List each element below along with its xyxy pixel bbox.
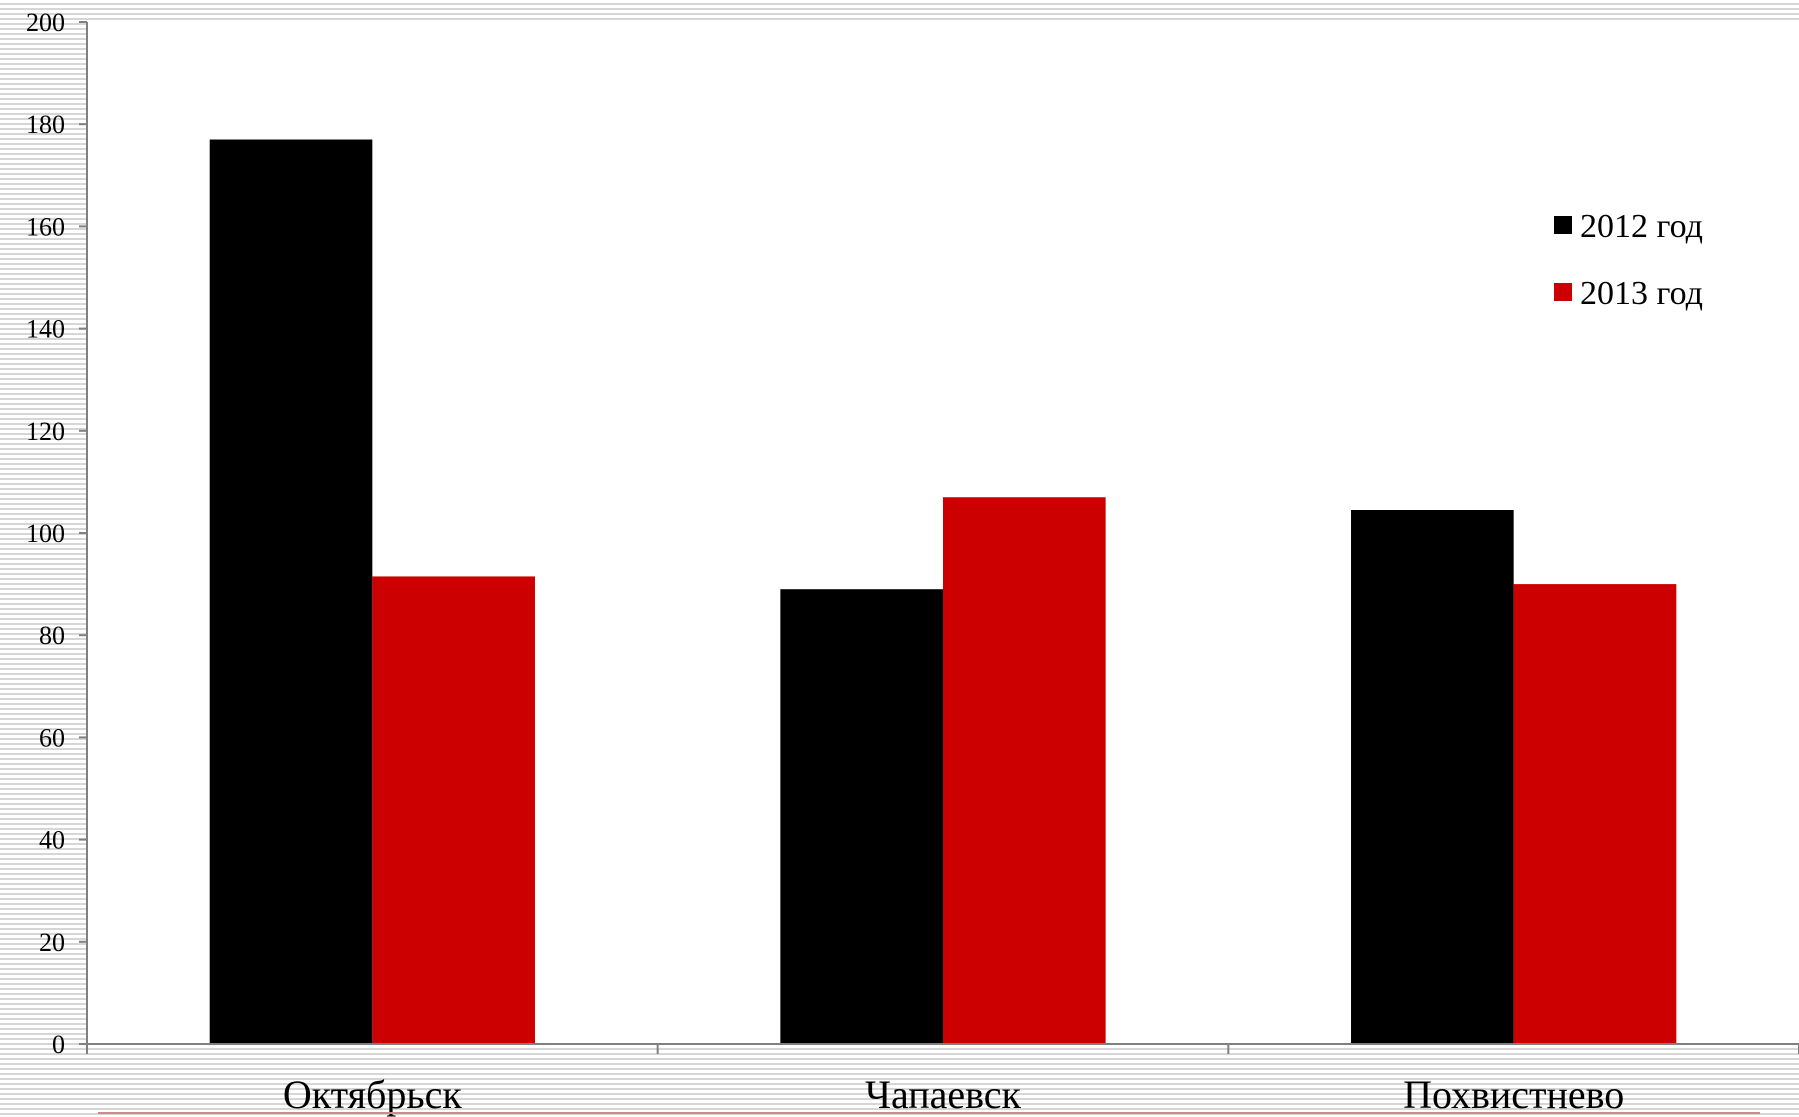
y-tick-label: 120 [26, 417, 65, 446]
legend-swatch [1554, 283, 1572, 301]
y-tick-label: 140 [26, 315, 65, 344]
y-tick-label: 60 [39, 723, 65, 752]
bar-2-1 [372, 576, 535, 1044]
legend-label: 2012 год [1580, 208, 1703, 245]
legend: 2012 год 2013 год [1554, 208, 1703, 312]
bar-1-1 [209, 139, 373, 1044]
bars-layer [209, 139, 1677, 1045]
bar-2-3 [1513, 584, 1677, 1044]
y-tick-label: 0 [52, 1030, 65, 1059]
y-tick-label: 100 [26, 519, 65, 548]
x-axis: Октябрьск Чапаевск Похвистнево [86, 1044, 1799, 1117]
y-tick-label: 180 [26, 110, 65, 139]
bar-1-3 [1351, 510, 1514, 1044]
y-tick-label: 200 [26, 8, 65, 37]
legend-label: 2013 год [1580, 275, 1703, 312]
footer-divider [98, 1112, 1760, 1114]
legend-swatch [1554, 216, 1572, 234]
x-category-label: Похвистнево [1403, 1072, 1624, 1117]
bar-1-2 [780, 589, 943, 1044]
y-tick-label: 20 [39, 928, 65, 957]
bar-2-2 [943, 497, 1106, 1045]
y-tick-label: 160 [26, 212, 65, 241]
x-category-label: Октябрьск [283, 1072, 462, 1117]
y-axis: 0 20 40 60 80 100 120 140 160 180 200 [26, 8, 87, 1059]
y-tick-label: 40 [39, 826, 65, 855]
x-category-label: Чапаевск [865, 1072, 1022, 1117]
y-tick-label: 80 [39, 621, 65, 650]
